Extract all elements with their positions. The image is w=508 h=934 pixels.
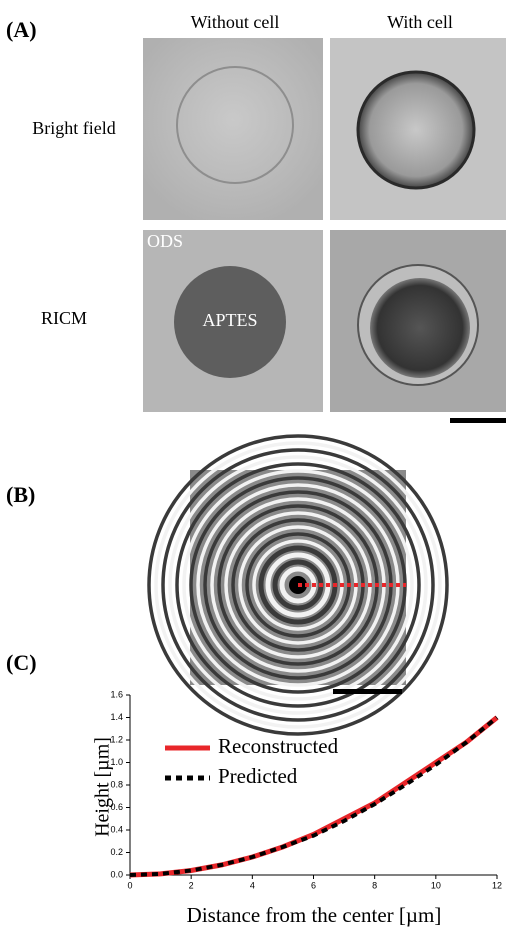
legend-label: Predicted [218,764,298,788]
legend-label: Reconstructed [218,734,339,758]
x-tick-label: 10 [431,880,441,890]
x-tick-label: 2 [189,880,194,890]
x-tick-label: 6 [311,880,316,890]
y-tick-label: 1.6 [110,689,123,699]
image-bf-without [143,38,323,220]
y-tick-label: 1.0 [110,757,123,767]
y-tick-label: 0.8 [110,779,123,789]
panel-label: (A) [6,17,37,42]
y-tick-label: 0.2 [110,847,123,857]
y-tick-label: 0.6 [110,802,123,812]
x-axis-label: Distance from the center [µm] [187,903,442,927]
figure: (A) Without cell With cell Bright field … [0,0,508,934]
annotation: APTES [202,310,257,330]
image-ricm-with [330,230,506,412]
y-tick-label: 0.4 [110,824,123,834]
column-header: With cell [387,12,453,32]
panel-label: (C) [6,650,37,675]
x-tick-label: 4 [250,880,255,890]
y-tick-label: 0.0 [110,869,123,879]
y-tick-label: 1.2 [110,734,123,744]
scale-bar [450,418,506,423]
panel-label: (B) [6,482,35,507]
x-tick-label: 0 [127,880,132,890]
row-label: RICM [41,308,87,328]
scale-bar [333,689,402,694]
image-rings [149,436,447,734]
row-label: Bright field [32,118,116,138]
image-bf-with [330,38,506,220]
column-header: Without cell [191,12,280,32]
y-tick-label: 1.4 [110,712,123,722]
x-tick-label: 12 [492,880,502,890]
annotation: ODS [147,231,183,251]
x-tick-label: 8 [372,880,377,890]
